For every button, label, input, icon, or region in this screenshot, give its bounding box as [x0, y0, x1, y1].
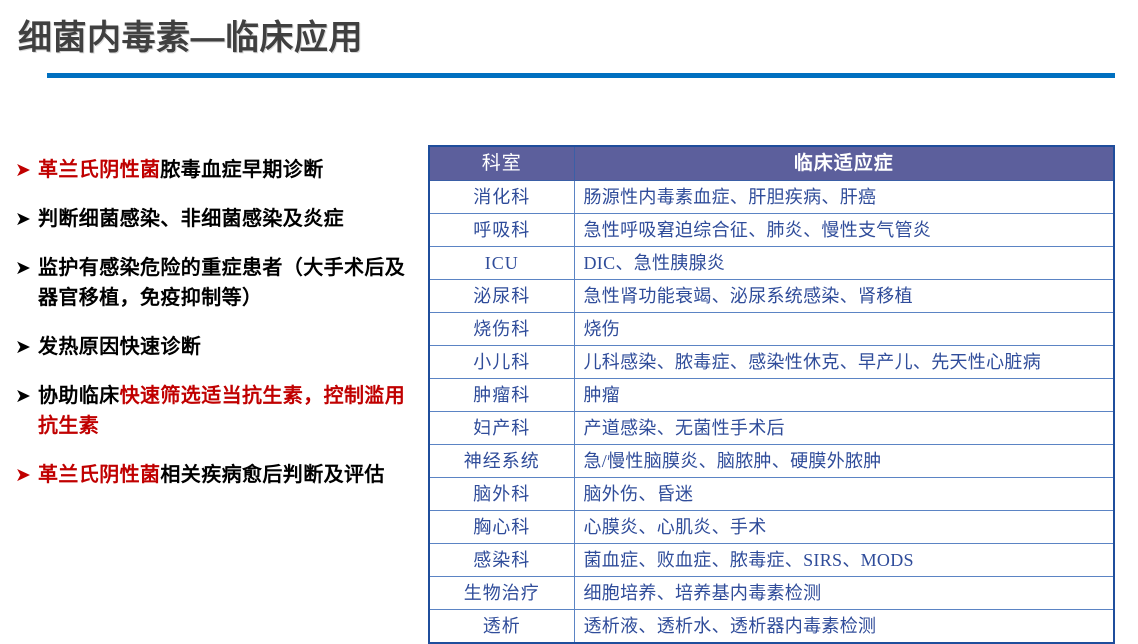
- bullet-text-segment: 革兰氏阴性菌: [38, 159, 161, 181]
- bullet-text-segment: 脓毒血症早期诊断: [160, 159, 324, 181]
- cell-department: 感染科: [428, 543, 575, 577]
- bullet-text-segment: 相关疾病愈后判断及评估: [160, 464, 385, 486]
- title-underline-rule: [47, 73, 1115, 78]
- table-row: 脑外科 脑外伤、昏迷: [428, 477, 1115, 511]
- bullet-item: ➤ 革兰氏阴性菌脓毒血症早期诊断: [8, 155, 408, 185]
- cell-department: 烧伤科: [428, 312, 575, 346]
- table-body: 消化科 肠源性内毒素血症、肝胆疾病、肝癌 呼吸科 急性呼吸窘迫综合征、肺炎、慢性支气管…: [428, 180, 1115, 644]
- cell-indication: 肠源性内毒素血症、肝胆疾病、肝癌: [573, 180, 1115, 214]
- bullet-arrow-icon: ➤: [15, 257, 31, 279]
- cell-indication: 产道感染、无菌性手术后: [573, 411, 1115, 445]
- table-row: 透析 透析液、透析水、透析器内毒素检测: [428, 609, 1115, 644]
- cell-indication: 急/慢性脑膜炎、脑脓肿、硬膜外脓肿: [573, 444, 1115, 478]
- table-row: 呼吸科 急性呼吸窘迫综合征、肺炎、慢性支气管炎: [428, 213, 1115, 247]
- bullet-text-segment: 发热原因快速诊断: [38, 336, 202, 358]
- bullet-text: 发热原因快速诊断: [38, 332, 408, 362]
- cell-department: ICU: [428, 246, 575, 280]
- bullet-item: ➤ 革兰氏阴性菌相关疾病愈后判断及评估: [8, 460, 408, 490]
- bullet-text-segment: 监护有感染危险的重症患者（大手术后及器官移植，免疫抑制等）: [38, 257, 406, 309]
- bullet-text-segment: 革兰氏阴性菌: [38, 464, 161, 486]
- bullet-arrow-icon: ➤: [15, 208, 31, 230]
- bullet-text: 监护有感染危险的重症患者（大手术后及器官移植，免疫抑制等）: [38, 253, 408, 313]
- cell-indication: 急性呼吸窘迫综合征、肺炎、慢性支气管炎: [573, 213, 1115, 247]
- table-row: 小儿科 儿科感染、脓毒症、感染性休克、早产儿、先天性心脏病: [428, 345, 1115, 379]
- cell-indication: 心膜炎、心肌炎、手术: [573, 510, 1115, 544]
- cell-indication: 细胞培养、培养基内毒素检测: [573, 576, 1115, 610]
- table-row: 泌尿科 急性肾功能衰竭、泌尿系统感染、肾移植: [428, 279, 1115, 313]
- cell-department: 脑外科: [428, 477, 575, 511]
- cell-indication: 烧伤: [573, 312, 1115, 346]
- table-row: 烧伤科 烧伤: [428, 312, 1115, 346]
- table-row: 胸心科 心膜炎、心肌炎、手术: [428, 510, 1115, 544]
- cell-department: 泌尿科: [428, 279, 575, 313]
- cell-indication: 肿瘤: [573, 378, 1115, 412]
- cell-department: 呼吸科: [428, 213, 575, 247]
- column-header-indication: 临床适应症: [573, 145, 1115, 181]
- cell-department: 小儿科: [428, 345, 575, 379]
- table-row: 感染科 菌血症、败血症、脓毒症、SIRS、MODS: [428, 543, 1115, 577]
- cell-department: 透析: [428, 609, 575, 644]
- bullet-list: ➤ 革兰氏阴性菌脓毒血症早期诊断 ➤ 判断细菌感染、非细菌感染及炎症 ➤ 监护有感染危险的…: [8, 155, 408, 509]
- bullet-text: 革兰氏阴性菌相关疾病愈后判断及评估: [38, 460, 408, 490]
- cell-indication: 脑外伤、昏迷: [573, 477, 1115, 511]
- bullet-text: 协助临床快速筛选适当抗生素，控制滥用抗生素: [38, 381, 408, 441]
- bullet-arrow-icon: ➤: [15, 159, 31, 181]
- table-row: 生物治疗 细胞培养、培养基内毒素检测: [428, 576, 1115, 610]
- cell-department: 胸心科: [428, 510, 575, 544]
- cell-indication: 菌血症、败血症、脓毒症、SIRS、MODS: [573, 543, 1115, 577]
- cell-indication: DIC、急性胰腺炎: [573, 246, 1115, 280]
- bullet-text: 革兰氏阴性菌脓毒血症早期诊断: [38, 155, 408, 185]
- cell-department: 生物治疗: [428, 576, 575, 610]
- bullet-item: ➤ 判断细菌感染、非细菌感染及炎症: [8, 204, 408, 234]
- table-row: 妇产科 产道感染、无菌性手术后: [428, 411, 1115, 445]
- table-head: 科室 临床适应症: [428, 145, 1115, 181]
- table-row: 肿瘤科 肿瘤: [428, 378, 1115, 412]
- page-title: 细菌内毒素—临床应用: [18, 19, 363, 57]
- cell-indication: 儿科感染、脓毒症、感染性休克、早产儿、先天性心脏病: [573, 345, 1115, 379]
- clinical-indication-table-container: 科室 临床适应症 消化科 肠源性内毒素血症、肝胆疾病、肝癌 呼吸科 急性呼吸窘迫综合征…: [428, 145, 1115, 644]
- table-header-row: 科室 临床适应症: [428, 145, 1115, 181]
- bullet-item: ➤ 发热原因快速诊断: [8, 332, 408, 362]
- bullet-item: ➤ 监护有感染危险的重症患者（大手术后及器官移植，免疫抑制等）: [8, 253, 408, 313]
- column-header-department: 科室: [428, 145, 575, 181]
- bullet-text-segment: 判断细菌感染、非细菌感染及炎症: [38, 208, 344, 230]
- table-row: ICU DIC、急性胰腺炎: [428, 246, 1115, 280]
- cell-department: 神经系统: [428, 444, 575, 478]
- bullet-text-segment: 快速筛选适当抗生素，控制滥用抗生素: [38, 385, 406, 437]
- table-row: 消化科 肠源性内毒素血症、肝胆疾病、肝癌: [428, 180, 1115, 214]
- clinical-indication-table: 科室 临床适应症 消化科 肠源性内毒素血症、肝胆疾病、肝癌 呼吸科 急性呼吸窘迫综合征…: [428, 145, 1115, 644]
- cell-department: 妇产科: [428, 411, 575, 445]
- bullet-arrow-icon: ➤: [15, 464, 31, 486]
- bullet-arrow-icon: ➤: [15, 385, 31, 407]
- bullet-text-segment: 协助临床: [38, 385, 120, 407]
- bullet-text: 判断细菌感染、非细菌感染及炎症: [38, 204, 408, 234]
- bullet-arrow-icon: ➤: [15, 336, 31, 358]
- bullet-item: ➤ 协助临床快速筛选适当抗生素，控制滥用抗生素: [8, 381, 408, 441]
- cell-indication: 急性肾功能衰竭、泌尿系统感染、肾移植: [573, 279, 1115, 313]
- cell-department: 肿瘤科: [428, 378, 575, 412]
- cell-indication: 透析液、透析水、透析器内毒素检测: [573, 609, 1115, 644]
- table-row: 神经系统 急/慢性脑膜炎、脑脓肿、硬膜外脓肿: [428, 444, 1115, 478]
- cell-department: 消化科: [428, 180, 575, 214]
